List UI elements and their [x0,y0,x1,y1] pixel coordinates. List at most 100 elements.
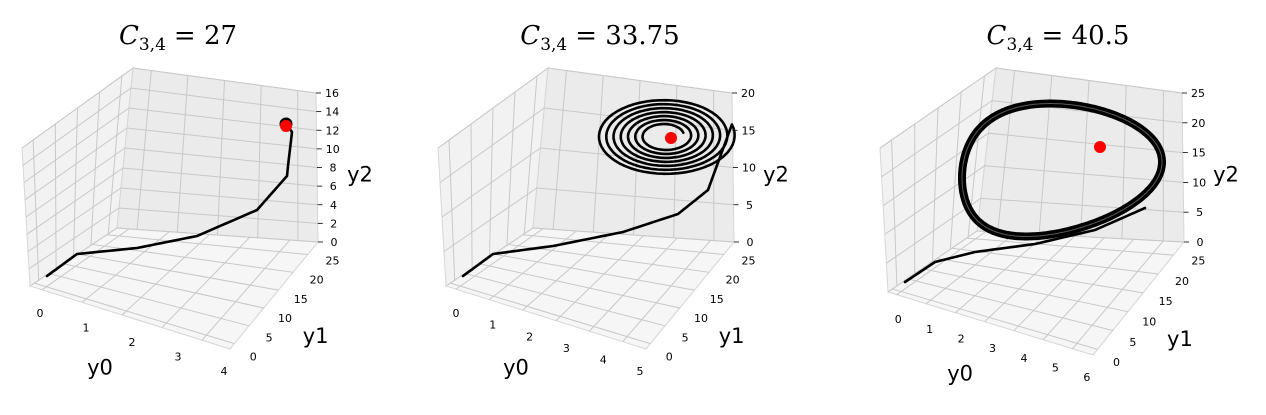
x-axis-label: y0 [503,355,529,379]
title-eq: = 40.5 [1042,21,1130,51]
grid-line [555,235,644,322]
z-tick-label: 10 [1192,176,1206,189]
z-tick-label: 4 [330,199,337,212]
y-tick-label: 15 [1159,295,1173,308]
subplot-title: C3,4 = 27 [119,21,237,55]
z-tick-label: 20 [1191,117,1205,130]
grid-line [41,228,130,291]
grid-line [925,232,1016,305]
z-tick-label: 6 [330,180,337,193]
x-tick-label: 6 [1083,371,1090,384]
z-tick-label: 16 [325,87,339,100]
grid-line [882,132,1183,207]
grid-line [106,234,308,255]
title-eq: = 33.75 [575,21,679,51]
z-axis-label: y2 [763,163,789,187]
grid-line [450,282,651,345]
trajectory-line [45,122,294,278]
grid-line [884,165,1184,235]
grid-line [464,272,666,327]
x-tick-label: 1 [489,319,496,332]
title-sub: 3,4 [540,35,567,55]
grid-line [443,187,734,252]
grid-line [522,232,611,311]
z-tick-label: 10 [326,143,340,156]
grid-line [77,253,279,291]
grid-line [28,207,318,270]
z-tick-label: 20 [741,87,755,100]
y-axis-label: y1 [1167,327,1193,351]
y-tick-label: 20 [310,274,324,287]
grid-line [34,282,235,345]
grid-line [493,253,695,291]
subplot-title: C3,4 = 40.5 [987,21,1130,55]
z-tick-label: 5 [746,199,753,212]
z-tick-label: 25 [1191,87,1205,100]
grid-line [508,243,710,273]
z-tick-label: 0 [747,236,754,249]
y-tick-label: 20 [726,274,740,287]
y-tick-label: 15 [710,293,724,306]
x-tick-label: 2 [129,336,136,349]
grid-line [23,107,317,183]
x-tick-label: 3 [989,342,996,355]
y-tick-label: 5 [1129,336,1136,349]
grid-line [522,234,724,255]
y-axis-label: y1 [303,324,329,348]
grid-line [951,247,1159,275]
grid-line [48,272,250,327]
grid-line [622,240,711,342]
grid-line [26,167,318,235]
y-tick-label: 10 [278,312,292,325]
title-var: C [119,21,139,51]
z-axis-label: y2 [347,163,373,187]
y-tick-label: 0 [1113,356,1120,369]
z-axis-label: y2 [1213,163,1239,187]
x-tick-label: 4 [600,354,607,367]
y-tick-label: 0 [250,351,257,364]
grid-line [24,127,317,201]
z-tick-label: 10 [742,162,756,175]
z-tick-label: 0 [1197,236,1204,249]
y-tick-label: 0 [666,351,673,364]
grid-line [891,139,898,286]
grid-line [479,263,680,309]
z-tick-label: 0 [331,236,338,249]
x-tick-label: 4 [1020,352,1027,365]
grid-line [455,228,544,290]
grid-line [121,234,210,316]
equilibrium-point [280,120,292,132]
grid-line [887,230,1185,293]
z-tick-label: 14 [325,106,339,119]
y-tick-label: 25 [741,254,755,267]
grid-line [489,230,577,301]
grid-line [907,278,1113,332]
z-tick-label: 12 [326,124,340,137]
grid-line [932,107,939,262]
equilibrium-point [665,132,677,144]
grid-line [21,67,317,149]
x-tick-label: 1 [926,323,933,336]
limit-cycle-highlight [961,103,1163,237]
title-var: C [987,21,1007,51]
y-axis-label: y1 [719,324,745,348]
grid-line [892,288,1098,350]
subplot-title: C3,4 = 33.75 [520,21,679,55]
grid-line [886,197,1184,264]
x-axis-label: y0 [947,361,973,385]
grid-line [161,236,251,328]
x-tick-label: 3 [563,342,570,355]
y-tick-label: 10 [1142,316,1156,329]
x-tick-label: 3 [175,351,182,364]
x-tick-label: 2 [958,332,965,345]
y-tick-label: 15 [294,293,308,306]
x-tick-label: 5 [637,365,644,378]
grid-line [984,235,1075,323]
title-eq: = 27 [174,21,237,51]
x-tick-label: 4 [221,365,228,378]
z-tick-label: 2 [330,217,337,230]
title-sub: 3,4 [139,35,166,55]
